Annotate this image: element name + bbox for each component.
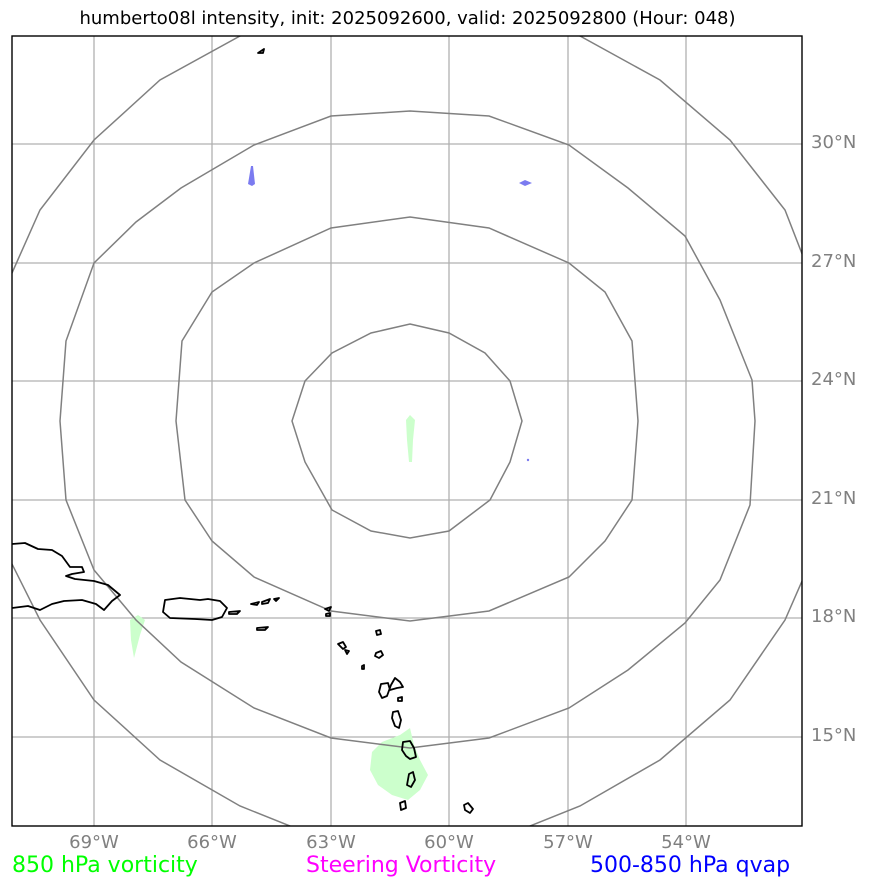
- qvap-blob-north: [248, 166, 255, 186]
- coast-hispaniola: [12, 542, 121, 611]
- lat-label-21n: 21°N: [811, 488, 857, 509]
- lon-label-69w: 69°W: [69, 832, 119, 853]
- legend-steering-vorticity: Steering Vorticity: [306, 853, 497, 878]
- coast-martinique: [401, 740, 417, 760]
- qvap-blob-east: [519, 180, 532, 186]
- map-title: humberto08l intensity, init: 2025092600,…: [79, 8, 736, 29]
- coast-antigua: [375, 629, 382, 636]
- lat-label-27n: 27°N: [811, 251, 857, 272]
- lon-label-54w: 54°W: [661, 832, 711, 853]
- qvap-fill: [248, 166, 532, 462]
- coast-st-kitts: [337, 641, 347, 650]
- range-ring-1: [291, 323, 523, 539]
- lat-label-15n: 15°N: [811, 725, 857, 746]
- gridlines: [12, 36, 802, 826]
- vorticity-blob-center: [406, 415, 415, 462]
- coast-anguilla: [324, 606, 332, 612]
- coast-guadeloupe: [374, 650, 384, 659]
- coast-nevis: [344, 649, 350, 655]
- coast-vieques: [228, 610, 241, 615]
- lat-label-24n: 24°N: [811, 369, 857, 390]
- lon-label-57w: 57°W: [543, 832, 593, 853]
- coast-barbados: [463, 802, 474, 814]
- legend-qvap: 500-850 hPa qvap: [590, 853, 791, 878]
- vorticity-blob-south: [370, 728, 428, 800]
- coast-marie-galante: [397, 696, 403, 702]
- lon-label-63w: 63°W: [306, 832, 356, 853]
- map-frame: [11, 35, 803, 827]
- coast-st-lucia: [406, 771, 416, 788]
- lat-label-18n: 18°N: [811, 606, 857, 627]
- range-ring-4: [12, 36, 802, 826]
- lon-label-66w: 66°W: [187, 832, 237, 853]
- coast-st-martin: [325, 612, 331, 617]
- range-ring-3: [59, 110, 756, 749]
- legend-850-vorticity: 850 hPa vorticity: [12, 853, 198, 878]
- coast-dominica: [391, 710, 402, 729]
- coast-virgin-islands-3: [273, 597, 280, 602]
- vorticity-850-fill: [130, 415, 428, 800]
- range-rings: [12, 36, 802, 826]
- coast-virgin-islands-1: [250, 601, 260, 606]
- coast-st-croix: [256, 626, 269, 631]
- coast-st-vincent: [399, 800, 407, 811]
- coast-guadeloupe-main: [378, 677, 404, 699]
- lon-label-60w: 60°W: [424, 832, 474, 853]
- coastlines: [12, 48, 474, 814]
- coast-north-islet: [257, 48, 265, 54]
- coast-puerto-rico: [162, 597, 228, 621]
- qvap-speck: [526, 458, 530, 462]
- coast-virgin-islands-2: [261, 598, 271, 605]
- coast-montserrat: [361, 664, 365, 670]
- range-ring-2: [175, 216, 639, 622]
- lat-label-30n: 30°N: [811, 132, 857, 153]
